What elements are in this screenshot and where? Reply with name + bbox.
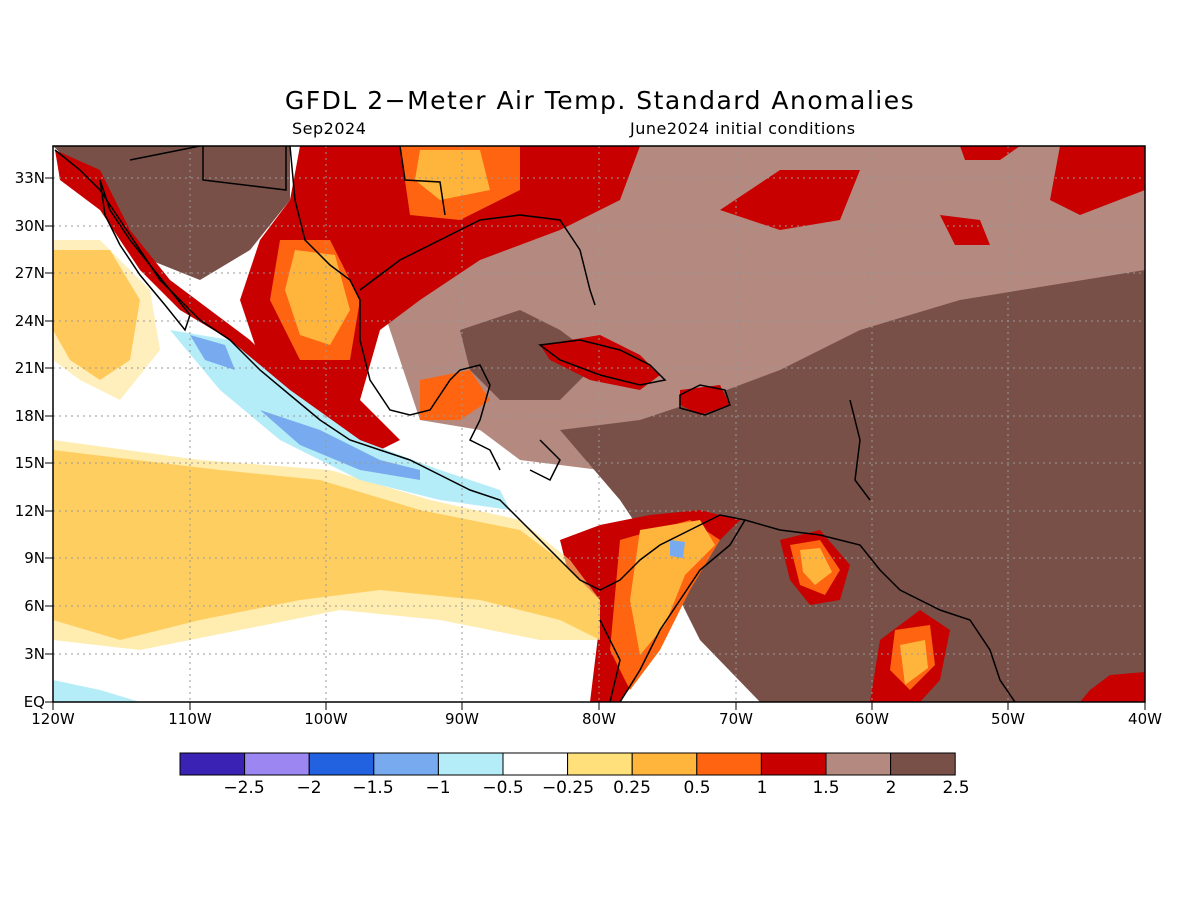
colorbar-label: 2.5 [942,778,970,798]
valid-month-label: Sep2024 [292,119,367,138]
colorbar-label: 2 [885,778,897,798]
lat-label-21n: 21N [14,359,45,377]
colorbar-label: −2 [296,778,322,798]
lat-label-30n: 30N [14,217,45,235]
grid-lines [53,146,1145,702]
lon-label-120w: 120W [31,710,75,728]
axis-ticks [45,177,1146,710]
lon-label-70w: 70W [719,710,753,728]
colorbar-label: −0.25 [541,778,595,798]
colorbar [179,752,956,776]
map-title: GFDL 2−Meter Air Temp. Standard Anomalie… [284,86,916,115]
anomaly-field [53,146,1145,702]
lat-label-9n: 9N [24,549,45,567]
colorbar-swatch [567,752,633,776]
colorbar-swatch [760,752,827,776]
lon-label-110w: 110W [168,710,212,728]
initial-conditions-label: June2024 initial conditions [630,119,856,138]
colorbar-swatch [373,752,439,776]
colorbar-label: 1 [756,778,768,798]
lat-label-24n: 24N [14,312,45,330]
colorbar-swatch [244,752,310,776]
colorbar-label: 1.5 [812,778,840,798]
lon-label-100w: 100W [304,710,348,728]
colorbar-swatch [179,752,246,776]
colorbar-swatch [631,752,698,776]
colorbar-swatch [890,752,956,776]
colorbar-swatch [437,752,504,776]
lat-label-eq: EQ [23,693,45,711]
colorbar-swatch [696,752,762,776]
lat-label-6n: 6N [24,597,45,615]
lon-label-80w: 80W [582,710,616,728]
colorbar-swatch [308,752,375,776]
colorbar-label: −1.5 [352,778,394,798]
lon-label-60w: 60W [855,710,889,728]
colorbar-label: −1 [425,778,451,798]
colorbar-label: −2.5 [223,778,265,798]
colorbar-swatch [502,752,569,776]
lon-label-90w: 90W [445,710,479,728]
colorbar-label: 0.5 [683,778,711,798]
lat-label-18n: 18N [14,407,45,425]
colorbar-label: 0.25 [613,778,651,798]
lon-label-50w: 50W [991,710,1025,728]
lat-label-3n: 3N [24,645,45,663]
lon-label-40w: 40W [1128,710,1162,728]
lat-label-27n: 27N [14,264,45,282]
lat-label-12n: 12N [14,502,45,520]
lat-label-15n: 15N [14,454,45,472]
colorbar-label: −0.5 [482,778,524,798]
lat-label-33n: 33N [14,169,45,187]
colorbar-swatch [825,752,892,776]
coastlines [54,146,1016,702]
